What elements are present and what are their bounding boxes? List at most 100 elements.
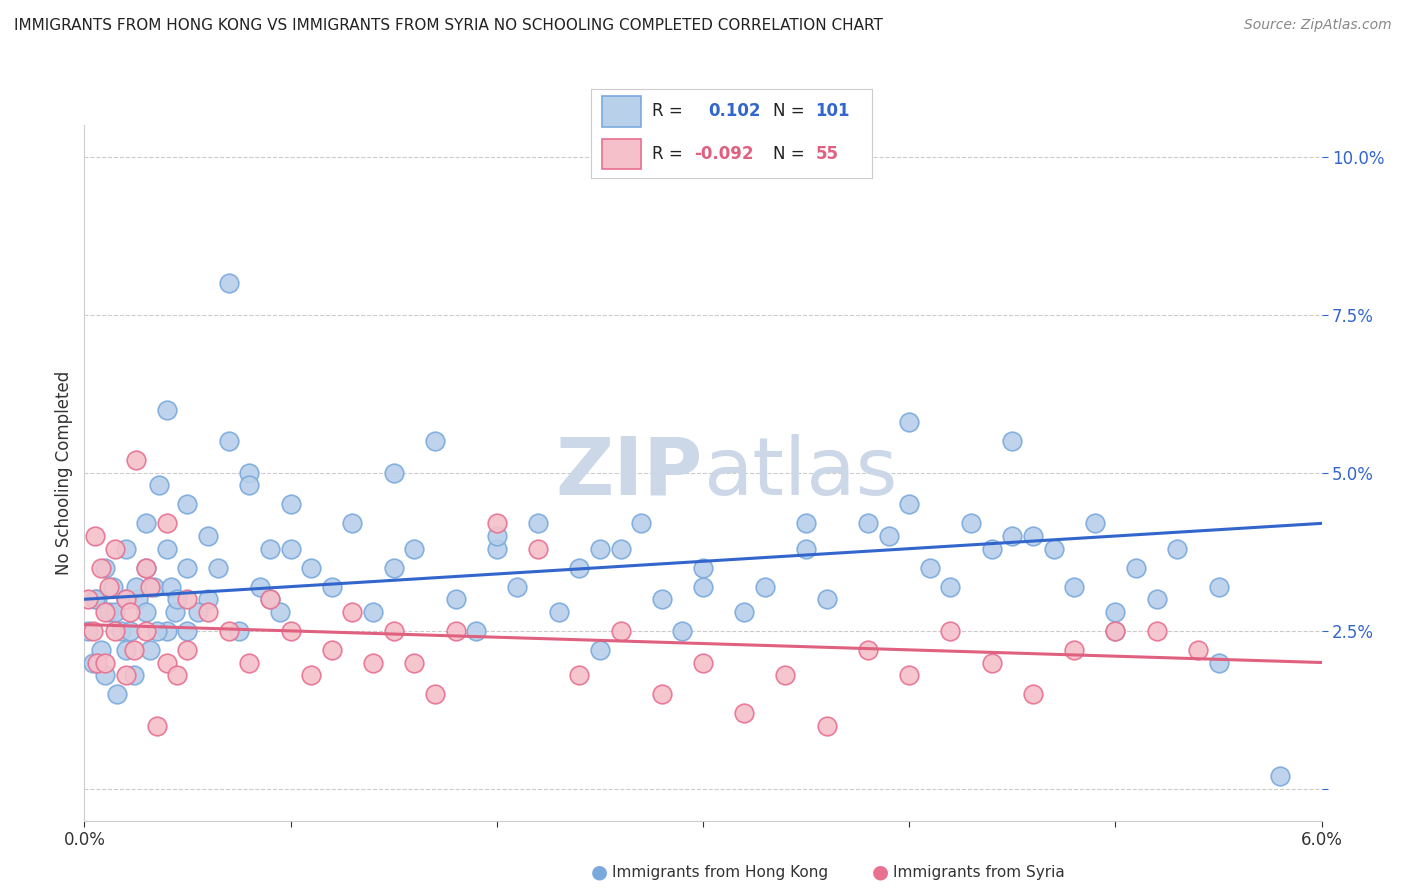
Point	[404, 541, 426, 556]
Text: R =: R =	[652, 103, 683, 120]
Point	[361, 656, 384, 670]
Point	[877, 529, 900, 543]
Point	[156, 624, 179, 638]
Point	[898, 497, 921, 511]
Point	[114, 592, 136, 607]
Point	[218, 624, 240, 638]
Point	[228, 624, 250, 638]
Point	[114, 592, 136, 607]
Point	[1022, 687, 1045, 701]
Point	[218, 276, 240, 290]
Point	[342, 605, 364, 619]
Point	[176, 643, 198, 657]
Text: N =: N =	[773, 103, 804, 120]
Point	[135, 605, 157, 619]
Point	[197, 605, 219, 619]
Point	[856, 516, 879, 531]
Point	[125, 580, 148, 594]
Point	[1208, 656, 1230, 670]
Point	[1042, 541, 1064, 556]
Point	[280, 497, 302, 511]
Point	[156, 516, 179, 531]
Point	[86, 656, 108, 670]
Point	[145, 624, 167, 638]
Point	[145, 719, 167, 733]
Point	[692, 656, 714, 670]
Point	[733, 706, 755, 720]
Point	[83, 529, 105, 543]
Point	[238, 478, 260, 492]
Point	[382, 560, 405, 574]
Point	[114, 643, 136, 657]
Point	[465, 624, 488, 638]
Point	[485, 516, 508, 531]
Point	[166, 668, 188, 682]
Point	[630, 516, 652, 531]
Point	[122, 668, 145, 682]
Point	[139, 580, 162, 594]
Point	[77, 592, 100, 607]
Point	[1104, 624, 1126, 638]
Text: atlas: atlas	[703, 434, 897, 512]
Point	[176, 624, 198, 638]
Text: 0.102: 0.102	[709, 103, 761, 120]
Point	[118, 605, 141, 619]
Point	[90, 560, 112, 574]
Point	[207, 560, 229, 574]
Point	[1001, 434, 1024, 449]
Point	[98, 605, 121, 619]
Point	[1208, 580, 1230, 594]
Point	[794, 541, 817, 556]
Point	[104, 624, 127, 638]
Point	[1104, 605, 1126, 619]
Point	[98, 580, 121, 594]
Point	[321, 580, 343, 594]
Point	[143, 580, 166, 594]
Point	[1146, 592, 1168, 607]
Point	[103, 580, 125, 594]
Point	[1022, 529, 1045, 543]
Point	[135, 624, 157, 638]
Point	[94, 560, 117, 574]
Point	[82, 624, 104, 638]
Point	[485, 529, 508, 543]
Point	[176, 497, 198, 511]
Point	[280, 624, 302, 638]
Point	[299, 668, 322, 682]
Point	[733, 605, 755, 619]
Point	[280, 541, 302, 556]
Point	[361, 605, 384, 619]
Point	[382, 624, 405, 638]
Point	[568, 668, 591, 682]
Point	[589, 541, 612, 556]
Point	[166, 592, 188, 607]
Point	[651, 592, 673, 607]
Point	[110, 624, 132, 638]
Point	[148, 478, 170, 492]
Point	[105, 687, 128, 701]
Point	[135, 560, 157, 574]
Point	[671, 624, 693, 638]
Point	[259, 541, 281, 556]
Point	[815, 719, 838, 733]
Point	[197, 529, 219, 543]
Point	[114, 668, 136, 682]
Point	[104, 605, 127, 619]
Point	[485, 541, 508, 556]
Point	[259, 592, 281, 607]
Point	[939, 624, 962, 638]
Point	[939, 580, 962, 594]
Point	[83, 592, 105, 607]
Point	[404, 656, 426, 670]
Text: R =: R =	[652, 145, 683, 163]
Point	[754, 580, 776, 594]
Text: ●: ●	[591, 863, 607, 882]
Point	[589, 643, 612, 657]
Point	[651, 687, 673, 701]
Text: ●: ●	[872, 863, 889, 882]
Point	[321, 643, 343, 657]
Point	[176, 560, 198, 574]
Point	[187, 605, 209, 619]
Point	[382, 466, 405, 480]
Point	[692, 580, 714, 594]
